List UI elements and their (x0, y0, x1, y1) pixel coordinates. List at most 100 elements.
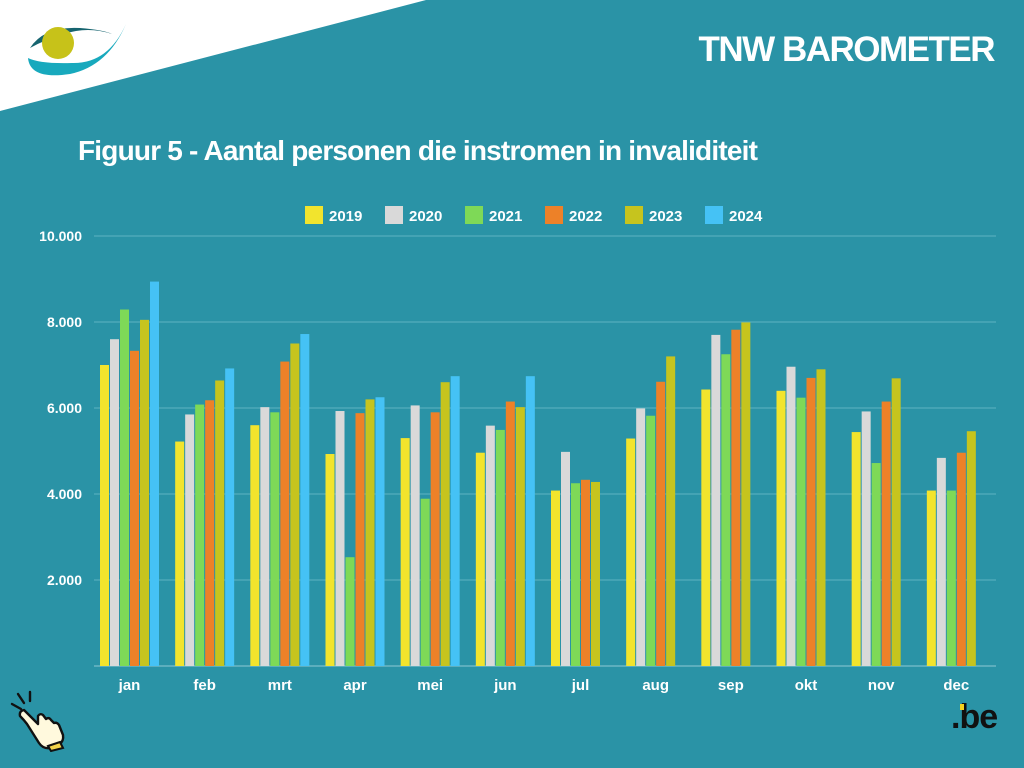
bar-feb-2022 (205, 400, 215, 666)
bar-apr-2024 (375, 397, 385, 666)
bar-mrt-2020 (260, 407, 270, 666)
legend-label: 2024 (729, 208, 763, 225)
x-tick-label: aug (642, 677, 669, 694)
bar-feb-2021 (195, 404, 205, 666)
legend-swatch (305, 206, 323, 224)
legend-item-2021[interactable]: 2021 (465, 206, 522, 225)
bar-aug-2023 (666, 356, 676, 666)
bar-okt-2021 (796, 397, 806, 666)
legend-swatch (705, 206, 723, 224)
legend-label: 2019 (329, 208, 362, 225)
bar-okt-2020 (786, 366, 796, 666)
x-tick-label: sep (718, 677, 744, 694)
y-tick-label: 6.000 (47, 400, 82, 416)
y-tick-label: 4.000 (47, 486, 82, 502)
bar-apr-2022 (355, 413, 365, 666)
x-tick-label: feb (193, 677, 216, 694)
bar-jul-2021 (571, 483, 580, 666)
bar-sep-2020 (711, 334, 721, 666)
legend-item-2020[interactable]: 2020 (385, 206, 442, 225)
bar-mei-2021 (420, 498, 430, 666)
corner-panel (0, 0, 426, 111)
bar-feb-2023 (215, 380, 225, 666)
bar-aug-2021 (646, 415, 656, 666)
legend-swatch (465, 206, 483, 224)
x-tick-label: jun (493, 677, 517, 694)
bar-okt-2023 (816, 369, 826, 666)
bar-nov-2022 (881, 401, 891, 666)
bar-jan-2020 (110, 339, 119, 666)
x-tick-label: jan (118, 677, 141, 694)
bar-feb-2024 (225, 368, 235, 666)
bar-dec-2021 (946, 490, 956, 666)
bar-nov-2021 (871, 463, 881, 666)
legend-swatch (545, 206, 563, 224)
bar-jul-2023 (591, 481, 600, 666)
bar-group-mei (400, 376, 460, 666)
bar-jun-2019 (475, 452, 485, 666)
white-corner-shape (0, 0, 426, 111)
bar-mei-2019 (400, 438, 410, 666)
bar-mrt-2019 (250, 425, 260, 666)
bar-dec-2023 (966, 431, 976, 666)
bar-group-feb (175, 368, 235, 666)
bar-mei-2022 (430, 412, 440, 666)
bar-sep-2021 (721, 354, 731, 666)
y-tick-label: 8.000 (47, 314, 82, 330)
legend-label: 2020 (409, 208, 442, 225)
legend-label: 2021 (489, 208, 522, 225)
bar-sep-2019 (701, 389, 711, 666)
legend-item-2024[interactable]: 2024 (705, 206, 763, 225)
x-tick-label: dec (943, 677, 969, 694)
bar-jun-2023 (515, 407, 525, 666)
bar-jun-2021 (495, 429, 505, 666)
logo-swoosh-teal (28, 24, 126, 76)
x-tick-label: apr (343, 677, 367, 694)
brand-title: TNW BAROMETER (698, 30, 996, 69)
bar-apr-2020 (335, 411, 345, 666)
y-tick-label: 10.000 (39, 228, 82, 244)
bar-group-apr (325, 397, 385, 666)
chart-title: Figuur 5 - Aantal personen die instromen… (78, 135, 758, 166)
pointing-hand-icon[interactable] (8, 690, 70, 752)
bar-group-okt (776, 366, 826, 666)
legend-swatch (625, 206, 643, 224)
bar-feb-2020 (185, 414, 195, 666)
bar-chart: 2019 2020 2021 2022 2023 2024 2.000 4.000 6.000… (39, 206, 996, 694)
bar-jul-2022 (581, 479, 590, 666)
bar-jan-2024 (150, 281, 159, 666)
bar-feb-2019 (175, 441, 185, 666)
bar-jan-2021 (120, 309, 129, 666)
bar-mrt-2024 (300, 334, 310, 666)
legend: 2019 2020 2021 2022 2023 2024 (305, 206, 763, 225)
logo-ball (42, 27, 74, 59)
x-tick-label: mrt (268, 677, 292, 694)
x-tick-label: jul (571, 677, 590, 694)
bar-jul-2019 (551, 490, 560, 666)
bar-apr-2023 (365, 399, 375, 666)
riziv-logo (28, 24, 126, 76)
bar-mrt-2021 (270, 412, 280, 666)
legend-item-2023[interactable]: 2023 (625, 206, 682, 225)
legend-item-2019[interactable]: 2019 (305, 206, 362, 225)
bar-group-aug (626, 356, 676, 666)
bar-mei-2023 (440, 382, 450, 666)
bar-jul-2020 (561, 451, 570, 666)
y-tick-label: 2.000 (47, 572, 82, 588)
bar-sep-2023 (741, 322, 751, 666)
bar-apr-2021 (345, 557, 355, 666)
bar-group-jul (551, 451, 600, 666)
bar-group-jan (100, 281, 159, 666)
bar-group-sep (701, 322, 751, 666)
bar-mei-2020 (410, 405, 420, 666)
bar-aug-2019 (626, 438, 636, 666)
x-tick-label: mei (417, 677, 443, 694)
be-logo: .be (951, 698, 998, 736)
be-logo-text: .be (951, 698, 998, 736)
legend-item-2022[interactable]: 2022 (545, 206, 602, 225)
bar-mei-2024 (450, 376, 460, 666)
bar-sep-2022 (731, 329, 741, 666)
bar-nov-2019 (851, 432, 861, 666)
bar-nov-2023 (891, 378, 901, 666)
